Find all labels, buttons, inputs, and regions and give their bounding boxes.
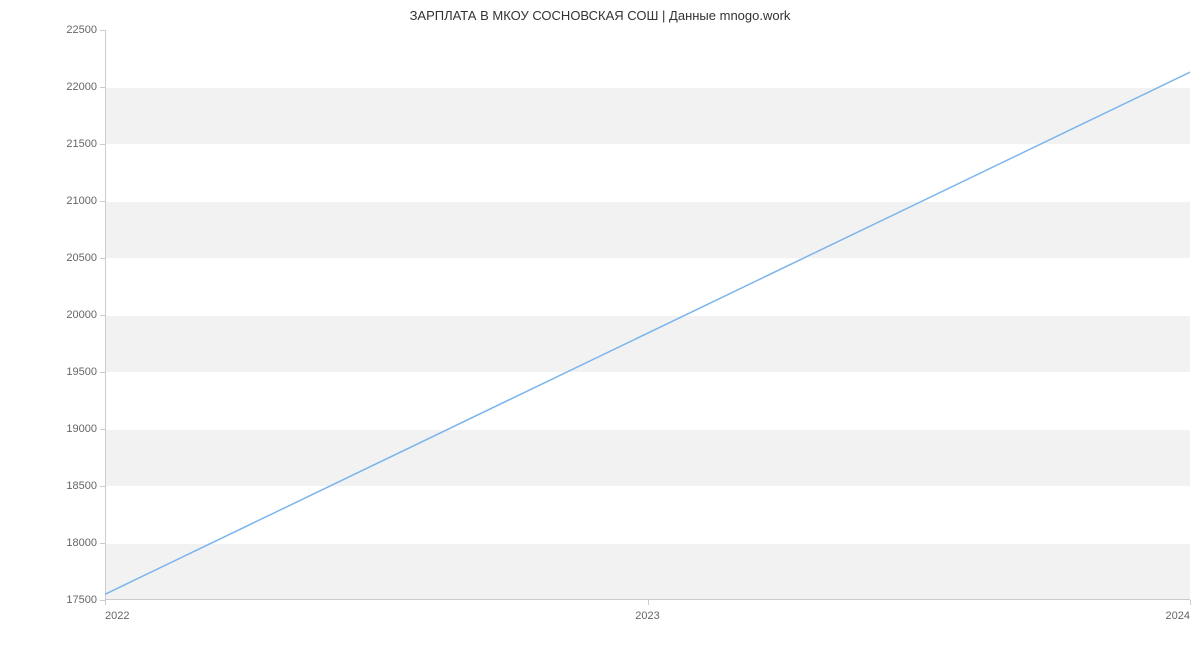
chart-title: ЗАРПЛАТА В МКОУ СОСНОВСКАЯ СОШ | Данные …	[0, 8, 1200, 23]
y-tick-mark	[100, 258, 105, 259]
y-tick-mark	[100, 372, 105, 373]
y-tick-label: 19000	[0, 423, 97, 435]
x-tick-mark	[1190, 600, 1191, 605]
y-tick-mark	[100, 486, 105, 487]
y-tick-label: 21500	[0, 138, 97, 150]
y-tick-label: 22500	[0, 24, 97, 36]
y-tick-mark	[100, 543, 105, 544]
x-tick-label: 2022	[105, 610, 129, 622]
y-tick-mark	[100, 30, 105, 31]
y-tick-label: 19500	[0, 366, 97, 378]
x-tick-label: 2024	[1166, 610, 1190, 622]
y-tick-mark	[100, 429, 105, 430]
series-layer	[105, 30, 1190, 600]
y-tick-mark	[100, 144, 105, 145]
plot-area	[105, 30, 1190, 600]
y-tick-label: 18000	[0, 537, 97, 549]
salary-line-chart: ЗАРПЛАТА В МКОУ СОСНОВСКАЯ СОШ | Данные …	[0, 0, 1200, 650]
y-tick-label: 21000	[0, 195, 97, 207]
y-tick-mark	[100, 201, 105, 202]
y-tick-label: 22000	[0, 81, 97, 93]
y-tick-mark	[100, 87, 105, 88]
y-tick-label: 17500	[0, 594, 97, 606]
x-tick-mark	[105, 600, 106, 605]
series-line-salary	[105, 72, 1190, 594]
x-tick-mark	[648, 600, 649, 605]
y-tick-label: 20500	[0, 252, 97, 264]
y-tick-mark	[100, 315, 105, 316]
x-tick-label: 2023	[635, 610, 659, 622]
y-tick-label: 20000	[0, 309, 97, 321]
y-tick-label: 18500	[0, 480, 97, 492]
